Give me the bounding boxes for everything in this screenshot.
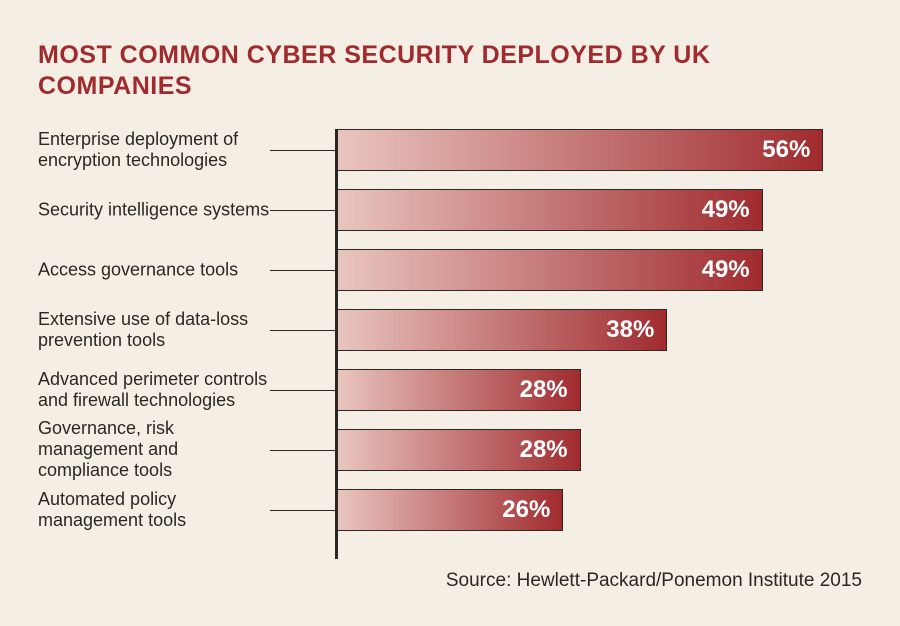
bar: 49% (338, 249, 763, 291)
bar-label: Governance, risk management and complian… (38, 418, 270, 482)
bar-value: 28% (520, 436, 568, 464)
source-caption: Source: Hewlett-Packard/Ponemon Institut… (446, 570, 862, 592)
bar-label: Security intelligence systems (38, 199, 270, 220)
bar-track: 49% (338, 249, 862, 291)
bar-value: 49% (702, 196, 750, 224)
bar-label: Enterprise deployment of encryption tech… (38, 128, 270, 170)
bar: 49% (338, 189, 763, 231)
bar-track: 28% (338, 429, 862, 471)
bar-value: 49% (702, 256, 750, 284)
leader-line (270, 210, 335, 211)
bar-value: 38% (606, 316, 654, 344)
bar-label: Access governance tools (38, 259, 270, 280)
leader-line (270, 270, 335, 271)
leader-line (270, 390, 335, 391)
chart-row: Security intelligence systems 49% (38, 189, 862, 231)
leader-line (270, 330, 335, 331)
bar: 56% (338, 129, 823, 171)
chart-row: Automated policy management tools 26% (38, 489, 862, 531)
leader-line (270, 510, 335, 511)
chart-row: Advanced perimeter controls and firewall… (38, 369, 862, 411)
bar-label: Extensive use of data-loss prevention to… (38, 308, 270, 350)
chart-row: Access governance tools 49% (38, 249, 862, 291)
bar-track: 28% (338, 369, 862, 411)
leader-line (270, 450, 335, 451)
bar: 26% (338, 489, 563, 531)
chart-row: Enterprise deployment of encryption tech… (38, 129, 862, 171)
leader-line (270, 150, 335, 151)
bar-value: 26% (502, 496, 550, 524)
bar-track: 26% (338, 489, 862, 531)
bar: 38% (338, 309, 667, 351)
bar: 28% (338, 369, 581, 411)
chart-row: Extensive use of data-loss prevention to… (38, 309, 862, 351)
bar-value: 56% (762, 136, 810, 164)
bar-value: 28% (520, 376, 568, 404)
bar-track: 49% (338, 189, 862, 231)
chart-title: MOST COMMON CYBER SECURITY DEPLOYED BY U… (38, 40, 862, 103)
bar-label: Automated policy management tools (38, 488, 270, 530)
chart-row: Governance, risk management and complian… (38, 429, 862, 471)
bar-chart: Enterprise deployment of encryption tech… (38, 129, 862, 559)
bar-label: Advanced perimeter controls and firewall… (38, 368, 270, 410)
bar: 28% (338, 429, 581, 471)
bar-track: 56% (338, 129, 862, 171)
bar-track: 38% (338, 309, 862, 351)
